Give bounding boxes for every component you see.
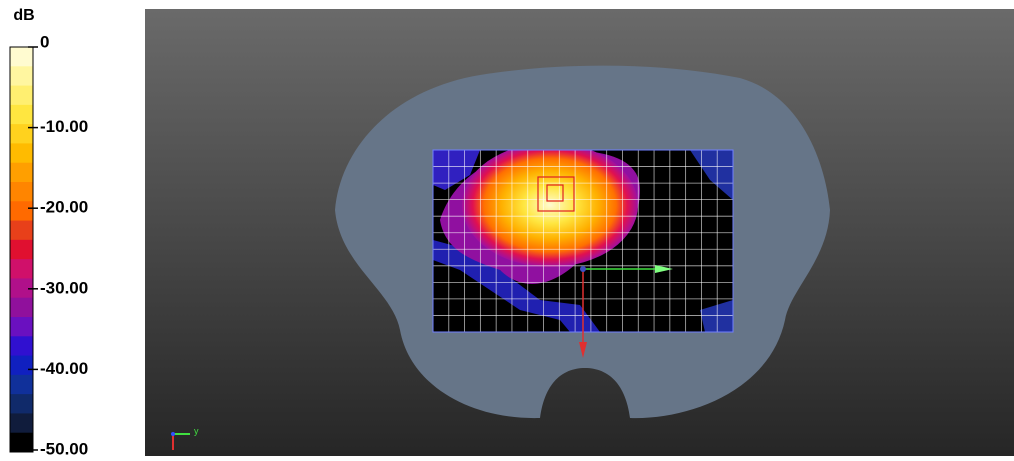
colorbar-band <box>10 66 33 87</box>
colorbar-band <box>10 432 33 453</box>
colorbar-band <box>10 182 33 202</box>
z-arrow-head <box>579 342 587 358</box>
colorbar-band <box>10 162 33 183</box>
colorbar <box>9 46 34 453</box>
colorbar-band <box>10 104 33 125</box>
colorbar-band <box>10 374 33 395</box>
colorbar-tick-label: -20.00 <box>40 198 88 217</box>
colorbar-border <box>9 46 34 453</box>
colorbar-band <box>10 201 33 222</box>
triad-label: y <box>194 426 199 436</box>
colorbar-band <box>10 278 33 299</box>
colorbar-band <box>10 317 33 337</box>
colorbar-tick-label: -10.00 <box>40 117 88 136</box>
colorbar-unit: dB <box>13 7 34 24</box>
colorbar-band <box>10 394 33 414</box>
heatmap <box>433 150 733 332</box>
colorbar-band <box>10 297 33 318</box>
colorbar-tick-label: -50.00 <box>40 439 88 456</box>
colorbar-tick-label: -40.00 <box>40 359 88 378</box>
colorbar-band <box>10 239 33 260</box>
colorbar-band <box>10 259 33 279</box>
colorbar-tick-label: -30.00 <box>40 278 88 297</box>
zoom-cube-inner <box>546 184 564 202</box>
grid <box>433 150 734 332</box>
triad-origin <box>171 432 175 436</box>
origin <box>580 266 586 272</box>
zoom-cube-outer <box>537 176 575 212</box>
colorbar-band <box>10 336 33 357</box>
colorbar-band <box>10 124 33 144</box>
x-arrow-head <box>655 265 673 273</box>
colorbar-band <box>10 143 33 164</box>
colorbar-band <box>10 220 33 241</box>
colorbar-band <box>10 355 33 376</box>
colorbar-band <box>10 47 33 67</box>
colorbar-band <box>10 413 33 434</box>
colorbar-band <box>10 85 33 106</box>
colorbar-tick-label: 0 <box>40 32 49 51</box>
